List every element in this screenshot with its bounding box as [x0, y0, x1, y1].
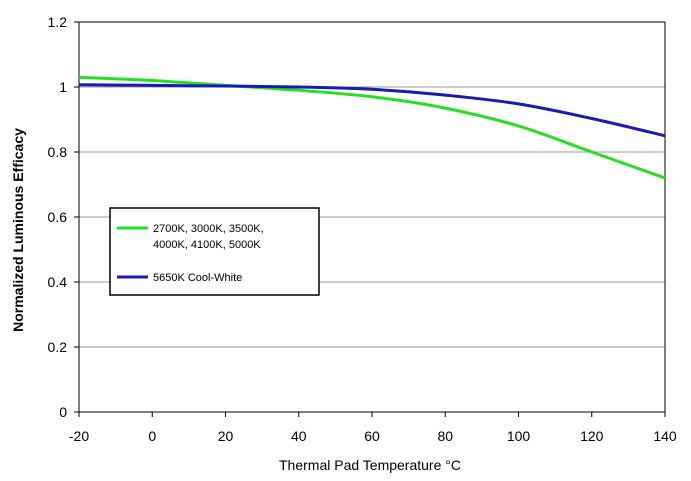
x-tick-label: 80: [437, 428, 453, 444]
y-tick-label: 1: [59, 79, 67, 95]
x-tick-label: 140: [653, 428, 677, 444]
x-tick-label: 20: [218, 428, 234, 444]
y-tick-label: 0.2: [48, 339, 68, 355]
y-axis-title: Normalized Luminous Efficacy: [10, 128, 26, 332]
y-tick-label: 0.4: [48, 274, 68, 290]
x-tick-label: 40: [291, 428, 307, 444]
x-tick-label: 120: [580, 428, 604, 444]
legend-label: 5650K Cool-White: [153, 272, 242, 284]
legend-label: 2700K, 3000K, 3500K,: [153, 223, 264, 235]
y-tick-label: 0: [59, 404, 67, 420]
y-tick-label: 0.8: [48, 144, 68, 160]
legend-box: [109, 207, 320, 296]
x-tick-label: 100: [507, 428, 531, 444]
x-tick-label: 0: [148, 428, 156, 444]
series-group: [78, 75, 666, 180]
x-axis-title: Thermal Pad Temperature °C: [279, 457, 461, 473]
y-tick-label: 1.2: [48, 14, 68, 30]
legend: 2700K, 3000K, 3500K, 4000K, 4100K, 5000K 5…: [109, 207, 320, 296]
y-axis: 0 0.2 0.4 0.6 0.8 1 1.2: [48, 14, 79, 420]
x-tick-label: -20: [69, 428, 89, 444]
x-tick-label: 60: [364, 428, 380, 444]
legend-label: 4000K, 4100K, 5000K: [153, 239, 261, 251]
series-line-0: [78, 75, 666, 180]
x-axis: -20 0 20 40 60 80 100 120 140: [69, 412, 677, 444]
series-line-1: [78, 83, 666, 138]
y-tick-label: 0.6: [48, 209, 68, 225]
